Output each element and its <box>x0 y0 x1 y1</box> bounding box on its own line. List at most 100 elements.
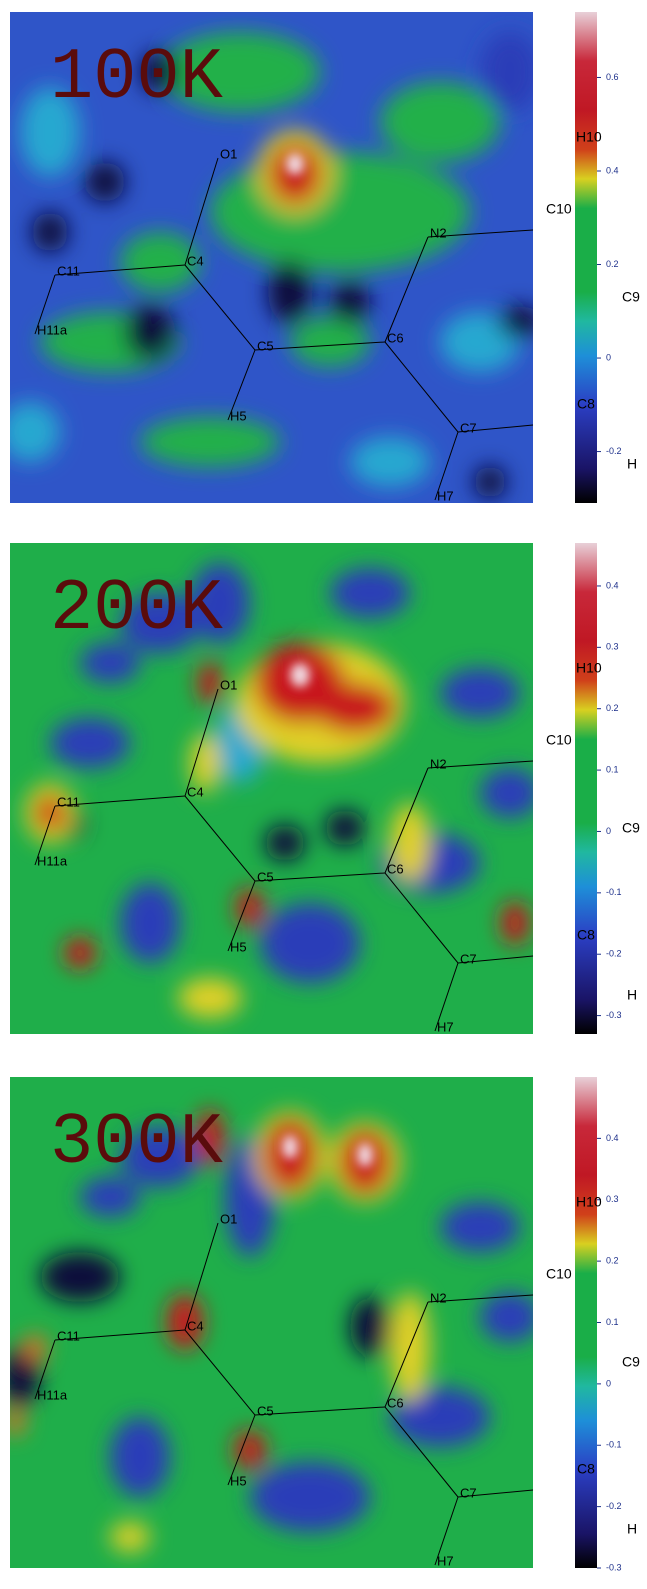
page: {"panels": [ {"label": "100K", "colorbar… <box>0 0 647 1589</box>
colorbar-tick-label: 0.2 <box>606 259 619 269</box>
edge-label: H10 <box>576 1194 602 1210</box>
edge-label: C10 <box>546 201 572 217</box>
density-blob <box>40 1252 120 1302</box>
temperature-label: 100K <box>50 37 224 119</box>
colorbar-tick-label: 0 <box>606 826 611 836</box>
density-blob <box>498 306 542 338</box>
density-blob <box>265 825 305 861</box>
density-blob <box>290 317 370 367</box>
edge-label: H10 <box>576 129 602 145</box>
colorbar-tick-label: 0.1 <box>606 764 619 774</box>
density-blob <box>350 1297 390 1357</box>
density-blob <box>5 1408 25 1436</box>
density-blob <box>260 903 360 983</box>
density-blob <box>480 768 540 818</box>
atom-label: C7 <box>460 1485 477 1500</box>
density-blob <box>330 280 370 324</box>
atom-label: C4 <box>187 784 204 799</box>
density-blob <box>325 810 365 846</box>
density-blob <box>110 1417 170 1497</box>
atom-label: N2 <box>430 756 447 771</box>
density-blob <box>210 152 470 272</box>
temperature-label: 300K <box>50 1102 224 1184</box>
density-blob <box>23 1334 47 1362</box>
density-blob <box>250 1462 370 1532</box>
atom-label: C11 <box>57 263 80 278</box>
atom-label: C4 <box>187 253 204 268</box>
edge-label: C8 <box>577 396 595 412</box>
density-blob <box>198 661 222 705</box>
density-blob <box>315 683 395 733</box>
density-blob <box>140 417 280 467</box>
atom-label: C7 <box>460 951 477 966</box>
temperature-label: 200K <box>50 568 224 650</box>
edge-label: C10 <box>546 732 572 748</box>
density-blob <box>380 82 500 162</box>
colorbar-tick-label: -0.2 <box>606 1501 622 1511</box>
density-blob <box>440 668 520 718</box>
edge-label: H <box>627 987 637 1003</box>
atom-label: C11 <box>57 1328 80 1343</box>
atom-label: N2 <box>430 225 447 240</box>
colorbar-tick-label: 0 <box>606 1378 611 1388</box>
density-blob <box>290 663 310 687</box>
colorbar <box>575 12 597 503</box>
density-blob <box>268 260 312 324</box>
atom-label: H7 <box>437 488 454 503</box>
edge-label: C9 <box>622 820 640 836</box>
atom-label: H5 <box>230 408 247 423</box>
colorbar <box>575 543 597 1034</box>
colorbar-tick-label: 0.4 <box>606 1133 619 1143</box>
edge-label: C8 <box>577 1461 595 1477</box>
atom-label: H5 <box>230 939 247 954</box>
colorbar-tick-label: -0.2 <box>606 446 622 456</box>
colorbar-tick-label: 0.6 <box>606 72 619 82</box>
edge-label: C10 <box>546 1266 572 1282</box>
atom-label: H11a <box>37 853 68 868</box>
atom-label: H7 <box>437 1019 454 1034</box>
density-blob <box>474 466 506 498</box>
atom-label: H11a <box>37 322 68 337</box>
density-blob <box>440 1202 520 1252</box>
atom-label: C4 <box>187 1318 204 1333</box>
density-blob <box>125 304 175 360</box>
atom-label: O1 <box>220 146 237 161</box>
density-blob <box>85 162 125 202</box>
edge-label: C9 <box>622 1354 640 1370</box>
density-blob <box>0 402 60 462</box>
atom-label: O1 <box>220 1211 237 1226</box>
atom-label: C6 <box>387 330 404 345</box>
colorbar-tick-label: 0.3 <box>606 1194 619 1204</box>
figure: O1 C4 C11 H11a C5 H5 C6 N2 C7 H7 100K -0.2 0 0.2 0.4 0.… <box>0 0 647 1589</box>
colorbar <box>575 1077 597 1568</box>
edge-label: H10 <box>576 660 602 676</box>
edge-label: C8 <box>577 927 595 943</box>
density-blob <box>110 1522 150 1552</box>
atom-label: N2 <box>430 1290 447 1305</box>
density-blob <box>50 718 130 768</box>
colorbar-tick-label: 0.2 <box>606 1256 619 1266</box>
density-blob <box>32 212 68 252</box>
atom-label: C7 <box>460 420 477 435</box>
density-blob <box>234 1430 266 1470</box>
atom-label: H5 <box>230 1473 247 1488</box>
atom-label: C6 <box>387 861 404 876</box>
colorbar-tick-label: 0.2 <box>606 703 619 713</box>
colorbar-tick-label: -0.3 <box>606 1010 622 1020</box>
atom-label: O1 <box>220 677 237 692</box>
atom-label: H11a <box>37 1387 68 1402</box>
density-blob <box>64 937 96 969</box>
density-blob <box>286 153 304 175</box>
colorbar-tick-label: 0.3 <box>606 642 619 652</box>
density-blob <box>357 1143 373 1167</box>
density-blob <box>350 437 430 487</box>
atom-label: C5 <box>257 869 274 884</box>
colorbar-tick-label: 0.4 <box>606 580 619 590</box>
density-blob <box>120 883 180 963</box>
density-blob <box>330 568 410 618</box>
density-blob <box>178 978 242 1018</box>
atom-label: C5 <box>257 1403 274 1418</box>
density-blob <box>480 1292 540 1342</box>
density-blob <box>501 901 529 945</box>
colorbar-tick-label: 0.4 <box>606 165 619 175</box>
